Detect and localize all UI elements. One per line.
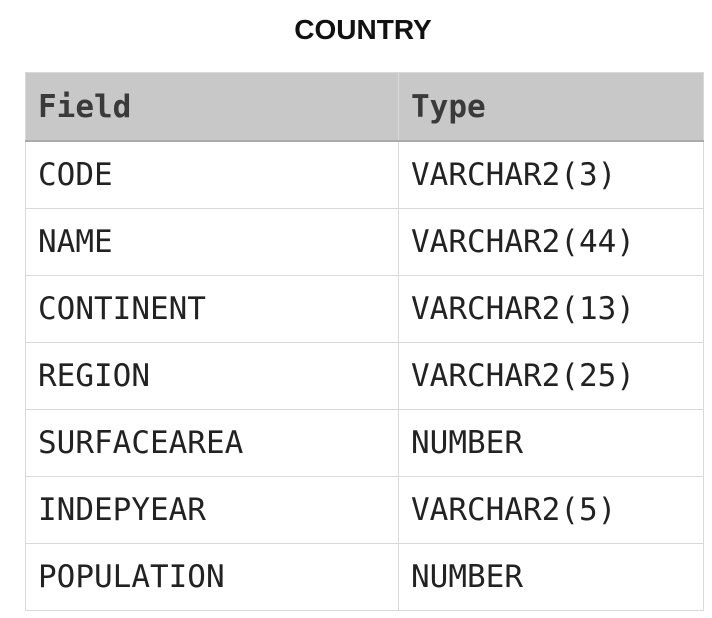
- table-body: CODE VARCHAR2(3) NAME VARCHAR2(44) CONTINENT…: [25, 140, 704, 611]
- field-cell: CONTINENT: [25, 275, 399, 343]
- table-row: SURFACEAREA NUMBER: [25, 409, 704, 477]
- table-row: CODE VARCHAR2(3): [25, 140, 704, 209]
- table-row: INDEPYEAR VARCHAR2(5): [25, 476, 704, 544]
- table-title: COUNTRY: [294, 14, 432, 45]
- type-cell: VARCHAR2(44): [398, 208, 704, 276]
- field-cell: CODE: [25, 140, 399, 209]
- table-header: Field Type: [25, 72, 704, 142]
- type-cell: NUMBER: [398, 543, 704, 611]
- field-cell: SURFACEAREA: [25, 409, 399, 477]
- type-cell: VARCHAR2(13): [398, 275, 704, 343]
- field-cell: INDEPYEAR: [25, 476, 399, 544]
- table-row: NAME VARCHAR2(44): [25, 208, 704, 276]
- field-cell: POPULATION: [25, 543, 399, 611]
- type-cell: VARCHAR2(5): [398, 476, 704, 544]
- table-row: REGION VARCHAR2(25): [25, 342, 704, 410]
- table-row: POPULATION NUMBER: [25, 543, 704, 611]
- type-cell: VARCHAR2(25): [398, 342, 704, 410]
- type-cell: NUMBER: [398, 409, 704, 477]
- header-cell: Field: [25, 72, 399, 142]
- field-cell: NAME: [25, 208, 399, 276]
- header-cell: Type: [398, 72, 704, 142]
- type-cell: VARCHAR2(3): [398, 140, 704, 209]
- table-row: CONTINENT VARCHAR2(13): [25, 275, 704, 343]
- schema-table: Field Type CODE VARCHAR2(3) NAME VARCHAR2(44…: [25, 72, 704, 611]
- header-row: Field Type: [25, 72, 704, 142]
- field-cell: REGION: [25, 342, 399, 410]
